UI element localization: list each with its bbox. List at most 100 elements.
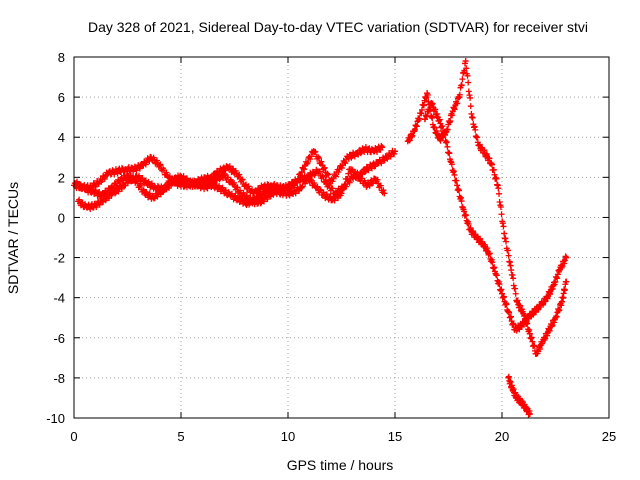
data-point bbox=[454, 182, 461, 189]
y-tick-label: 8 bbox=[58, 50, 65, 65]
data-point bbox=[235, 196, 242, 203]
y-tick-label: -8 bbox=[53, 371, 65, 386]
data-point bbox=[96, 178, 103, 185]
data-point bbox=[323, 180, 330, 187]
data-point bbox=[83, 204, 90, 211]
data-point bbox=[381, 190, 388, 197]
data-point bbox=[242, 182, 249, 189]
data-point bbox=[270, 186, 277, 193]
x-tick-label: 10 bbox=[281, 429, 295, 444]
series-4 bbox=[404, 58, 570, 357]
data-point bbox=[216, 168, 223, 175]
data-point bbox=[344, 154, 351, 161]
data-point bbox=[201, 178, 208, 185]
y-tick-label: 6 bbox=[58, 90, 65, 105]
data-point bbox=[336, 166, 343, 173]
chart-title: Day 328 of 2021, Sidereal Day-to-day VTE… bbox=[88, 19, 588, 35]
data-point bbox=[353, 150, 360, 157]
data-point bbox=[156, 162, 163, 169]
data-point bbox=[113, 168, 120, 175]
data-point bbox=[338, 190, 345, 197]
data-point bbox=[118, 184, 125, 191]
data-point bbox=[374, 160, 381, 167]
data-point bbox=[421, 116, 428, 123]
data-point bbox=[550, 282, 557, 289]
data-point bbox=[509, 386, 516, 393]
data-point bbox=[329, 196, 336, 203]
data-point bbox=[424, 90, 431, 97]
data-point bbox=[310, 148, 317, 155]
data-point bbox=[141, 190, 148, 197]
data-point bbox=[462, 58, 469, 65]
data-point bbox=[531, 308, 538, 315]
data-point bbox=[278, 186, 285, 193]
data-point bbox=[227, 192, 234, 199]
y-axis-label: SDTVAR / TECUs bbox=[5, 182, 21, 294]
data-point bbox=[563, 254, 570, 261]
data-point bbox=[244, 200, 251, 207]
data-point bbox=[302, 162, 309, 169]
data-point bbox=[314, 168, 321, 175]
data-point bbox=[552, 314, 559, 321]
data-point bbox=[75, 198, 82, 205]
data-point bbox=[473, 234, 480, 241]
data-point bbox=[105, 170, 112, 177]
x-tick-label: 15 bbox=[388, 429, 402, 444]
data-point bbox=[321, 192, 328, 199]
data-point bbox=[543, 294, 550, 301]
y-tick-label: 0 bbox=[58, 210, 65, 225]
y-tick-label: -10 bbox=[46, 411, 65, 426]
data-point bbox=[158, 188, 165, 195]
data-point bbox=[449, 108, 456, 115]
data-point bbox=[312, 184, 319, 191]
data-point bbox=[513, 394, 520, 401]
data-point bbox=[115, 178, 122, 185]
data-point bbox=[522, 404, 529, 411]
data-point bbox=[499, 290, 505, 297]
data-point bbox=[212, 176, 219, 183]
data-point bbox=[133, 178, 140, 185]
data-point bbox=[524, 314, 531, 321]
data-point bbox=[184, 180, 191, 187]
series-5 bbox=[421, 100, 570, 334]
data-point bbox=[207, 174, 214, 181]
data-point bbox=[404, 138, 411, 145]
data-point bbox=[488, 160, 495, 167]
data-point bbox=[130, 166, 137, 173]
data-point bbox=[124, 172, 131, 179]
series-6 bbox=[505, 373, 533, 418]
data-point bbox=[533, 350, 540, 357]
data-point bbox=[92, 202, 99, 209]
data-point bbox=[434, 114, 441, 121]
data-point bbox=[383, 154, 390, 161]
data-point bbox=[362, 146, 369, 153]
data-point bbox=[501, 230, 508, 237]
series-3 bbox=[73, 166, 388, 209]
data-point bbox=[355, 174, 362, 181]
data-point bbox=[225, 164, 232, 171]
data-point bbox=[428, 100, 435, 107]
data-point bbox=[81, 186, 88, 193]
data-point bbox=[364, 182, 371, 189]
data-point bbox=[304, 174, 311, 181]
data-point bbox=[492, 270, 499, 277]
data-point bbox=[90, 188, 97, 195]
y-tick-label: 2 bbox=[58, 170, 65, 185]
data-point bbox=[507, 262, 514, 269]
data-point bbox=[289, 190, 296, 197]
data-point bbox=[479, 240, 486, 247]
data-point bbox=[98, 192, 105, 199]
data-point bbox=[460, 206, 467, 213]
data-point bbox=[295, 176, 302, 183]
data-point bbox=[518, 398, 525, 405]
data-point bbox=[494, 182, 501, 189]
data-point bbox=[436, 136, 443, 143]
data-point bbox=[349, 174, 356, 181]
ticks-layer: 0 5 10 15 20 25 -10 -8 -6 -4 -2 0 2 4 6 8 bbox=[46, 50, 616, 444]
data-layer bbox=[71, 58, 570, 418]
data-point bbox=[481, 150, 488, 157]
data-point bbox=[513, 298, 520, 305]
data-point bbox=[122, 166, 129, 173]
x-tick-label: 0 bbox=[70, 429, 77, 444]
data-point bbox=[546, 326, 553, 333]
